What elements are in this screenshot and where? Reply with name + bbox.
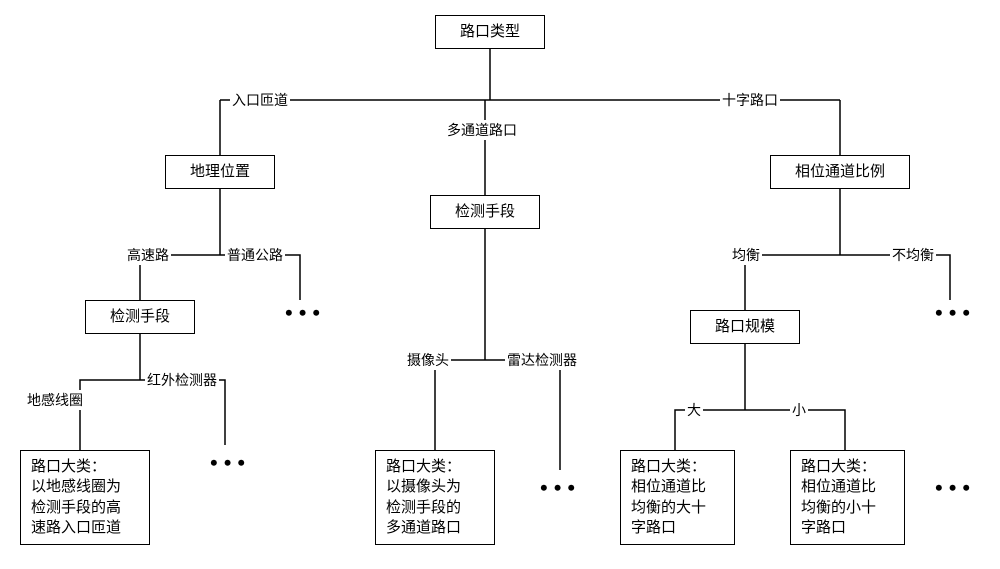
ellipsis-1: ••• <box>285 300 326 326</box>
ellipsis-5: ••• <box>935 475 976 501</box>
leaf-3: 路口大类：相位通道比均衡的大十字路口 <box>620 450 735 545</box>
edge-label-unbalanced: 不均衡 <box>890 245 936 265</box>
ellipsis-3: ••• <box>540 475 581 501</box>
node-scale: 路口规模 <box>690 310 800 344</box>
edge-label-highway: 高速路 <box>125 245 171 265</box>
leaf-2: 路口大类：以摄像头为检测手段的多通道路口 <box>375 450 495 545</box>
ellipsis-4: ••• <box>935 300 976 326</box>
node-phase: 相位通道比例 <box>770 155 910 189</box>
edge-label-camera: 摄像头 <box>405 350 451 370</box>
node-detect-left: 检测手段 <box>85 300 195 334</box>
leaf-4: 路口大类：相位通道比均衡的小十字路口 <box>790 450 905 545</box>
edge-label-entrance-ramp: 入口匝道 <box>230 90 290 110</box>
edge-label-infrared: 红外检测器 <box>145 370 219 390</box>
node-detect-mid: 检测手段 <box>430 195 540 229</box>
node-root: 路口类型 <box>435 15 545 49</box>
edge-label-normal-road: 普通公路 <box>225 245 285 265</box>
node-geo: 地理位置 <box>165 155 275 189</box>
edge-label-balanced: 均衡 <box>730 245 762 265</box>
ellipsis-2: ••• <box>210 450 251 476</box>
leaf-1: 路口大类：以地感线圈为检测手段的高速路入口匝道 <box>20 450 150 545</box>
edge-label-loop-coil: 地感线圈 <box>25 390 85 410</box>
edge-label-crossroad: 十字路口 <box>720 90 780 110</box>
edge-label-small: 小 <box>790 400 808 420</box>
edge-label-large: 大 <box>685 400 703 420</box>
edge-label-radar: 雷达检测器 <box>505 350 579 370</box>
edge-label-multichannel: 多通道路口 <box>445 120 519 140</box>
